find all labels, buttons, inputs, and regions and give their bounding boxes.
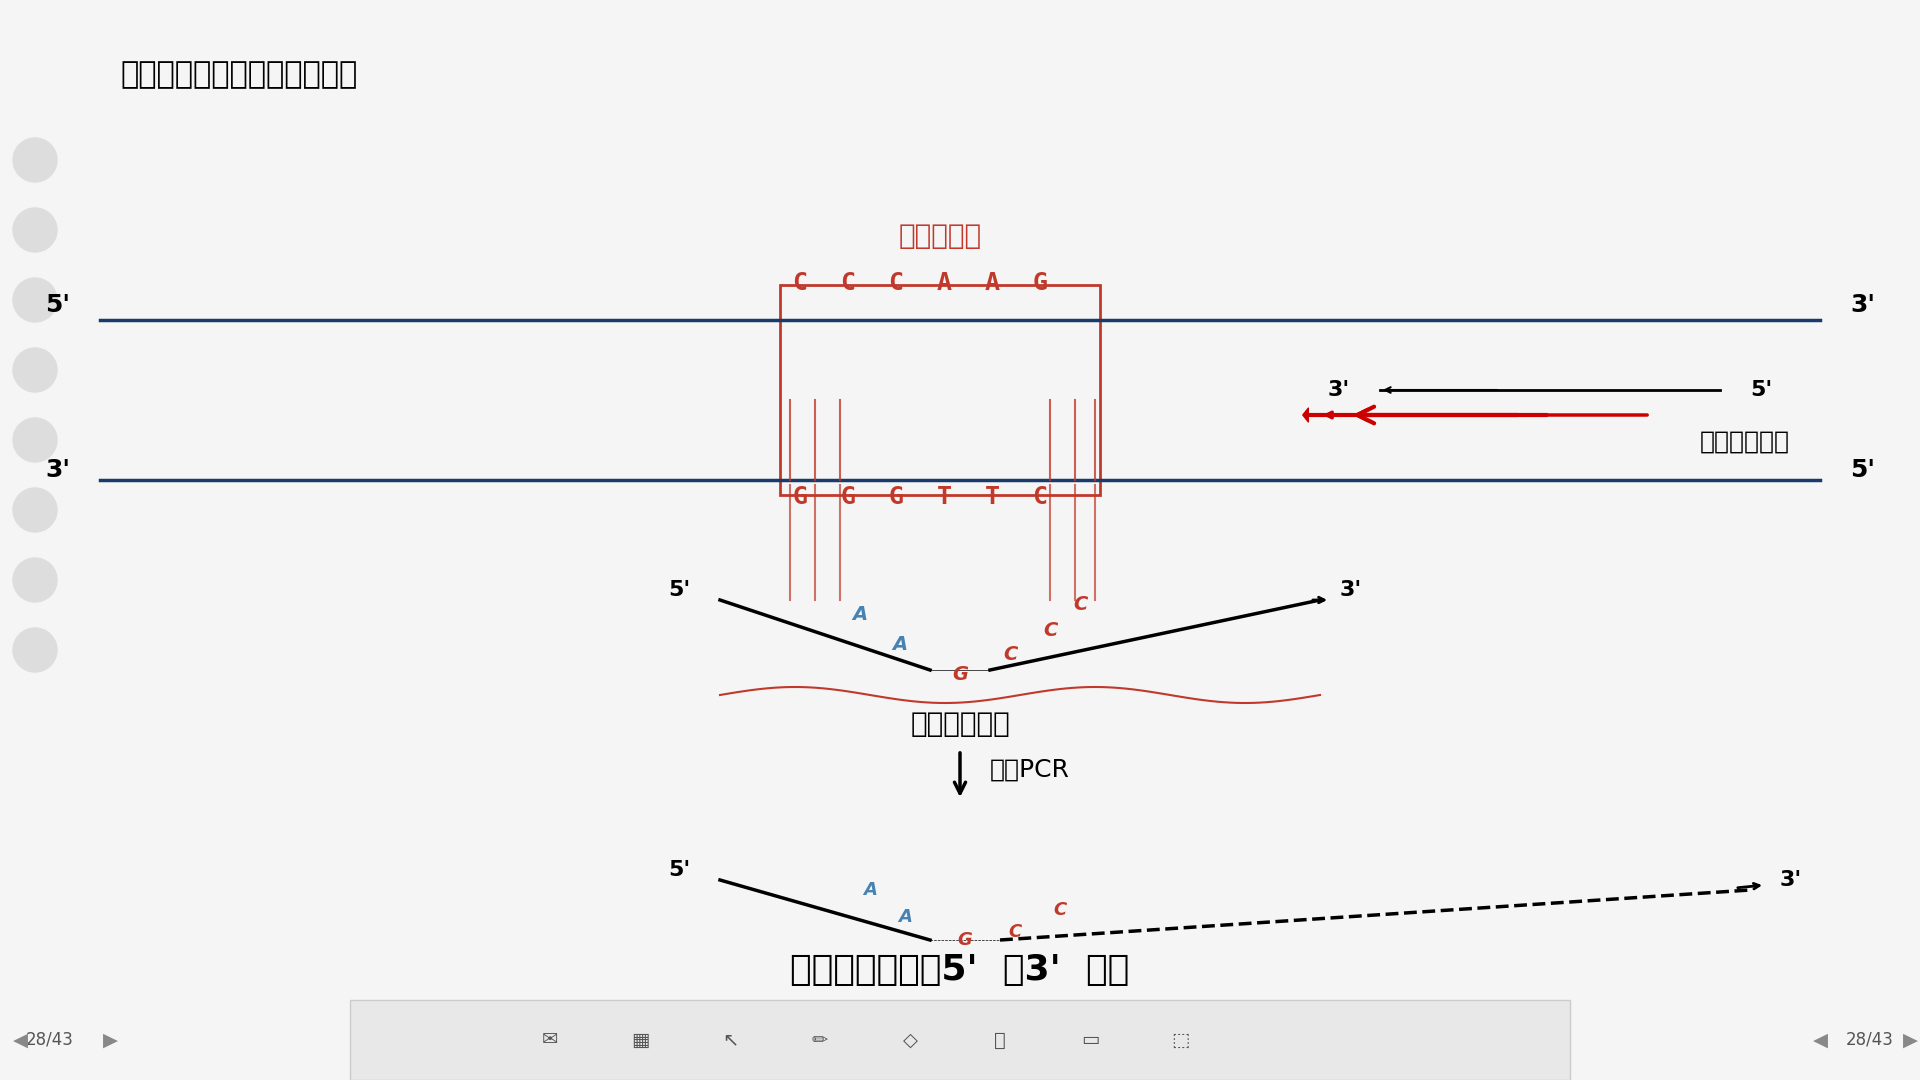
Text: C: C bbox=[1033, 485, 1048, 509]
Text: 突变上游引物: 突变上游引物 bbox=[910, 710, 1010, 738]
Text: ◇: ◇ bbox=[902, 1030, 918, 1050]
Text: ▦: ▦ bbox=[632, 1030, 649, 1050]
Text: G: G bbox=[952, 665, 968, 685]
Text: A: A bbox=[864, 881, 877, 899]
Circle shape bbox=[13, 208, 58, 252]
Text: C: C bbox=[1054, 901, 1068, 919]
Text: C: C bbox=[1073, 595, 1087, 615]
Text: 3': 3' bbox=[44, 458, 69, 482]
Text: ↖: ↖ bbox=[722, 1030, 737, 1050]
Text: G: G bbox=[841, 485, 856, 509]
Text: C: C bbox=[1002, 646, 1018, 664]
Text: 3': 3' bbox=[1340, 580, 1363, 600]
Text: G: G bbox=[958, 931, 972, 949]
Circle shape bbox=[13, 348, 58, 392]
Text: 🔍: 🔍 bbox=[995, 1030, 1006, 1050]
Text: C: C bbox=[1043, 621, 1058, 639]
Circle shape bbox=[13, 558, 58, 602]
Text: ◀: ◀ bbox=[13, 1030, 27, 1050]
Text: 28/43: 28/43 bbox=[27, 1031, 75, 1049]
Text: ▶: ▶ bbox=[1903, 1030, 1918, 1050]
Text: A: A bbox=[899, 908, 912, 926]
Circle shape bbox=[13, 278, 58, 322]
Text: A: A bbox=[937, 271, 952, 295]
Text: 28/43: 28/43 bbox=[1845, 1031, 1893, 1049]
Text: G: G bbox=[1033, 271, 1048, 295]
Bar bbox=[780, 285, 1100, 495]
Text: T: T bbox=[985, 485, 1000, 509]
Text: ✉: ✉ bbox=[541, 1030, 559, 1050]
Text: ✏: ✏ bbox=[812, 1030, 828, 1050]
Circle shape bbox=[13, 488, 58, 532]
Text: C: C bbox=[793, 271, 808, 295]
Text: A: A bbox=[852, 606, 868, 624]
Text: C: C bbox=[889, 271, 904, 295]
Circle shape bbox=[13, 627, 58, 672]
Text: 3': 3' bbox=[1851, 293, 1876, 318]
Text: C: C bbox=[841, 271, 856, 295]
Text: 3': 3' bbox=[1329, 380, 1350, 400]
Text: G: G bbox=[889, 485, 904, 509]
Text: ⬚: ⬚ bbox=[1171, 1030, 1188, 1050]
Text: ◀: ◀ bbox=[1812, 1030, 1828, 1050]
FancyArrowPatch shape bbox=[1357, 407, 1517, 423]
Circle shape bbox=[13, 138, 58, 183]
Text: 天然胰岛素对应的部分基因：: 天然胰岛素对应的部分基因： bbox=[119, 60, 357, 89]
Text: A: A bbox=[985, 271, 1000, 295]
Text: A: A bbox=[893, 635, 908, 654]
Text: 5': 5' bbox=[44, 293, 69, 318]
Text: 5': 5' bbox=[668, 580, 689, 600]
Text: G: G bbox=[793, 485, 808, 509]
Text: 5': 5' bbox=[668, 860, 689, 880]
Text: 5': 5' bbox=[1749, 380, 1772, 400]
Circle shape bbox=[13, 418, 58, 462]
Text: 3': 3' bbox=[1780, 870, 1803, 890]
Text: T: T bbox=[937, 485, 952, 509]
Text: C: C bbox=[1008, 923, 1021, 941]
Text: 待突变位点: 待突变位点 bbox=[899, 222, 981, 249]
Text: ▶: ▶ bbox=[102, 1030, 117, 1050]
Bar bbox=[349, 1000, 1571, 1080]
Text: 5': 5' bbox=[1851, 458, 1876, 482]
Text: 突变上游引物从5'  到3'  延伸: 突变上游引物从5' 到3' 延伸 bbox=[791, 953, 1129, 987]
Text: 进行PCR: 进行PCR bbox=[991, 758, 1069, 782]
Text: 常规下游引物: 常规下游引物 bbox=[1699, 430, 1789, 454]
Text: ▭: ▭ bbox=[1081, 1030, 1098, 1050]
